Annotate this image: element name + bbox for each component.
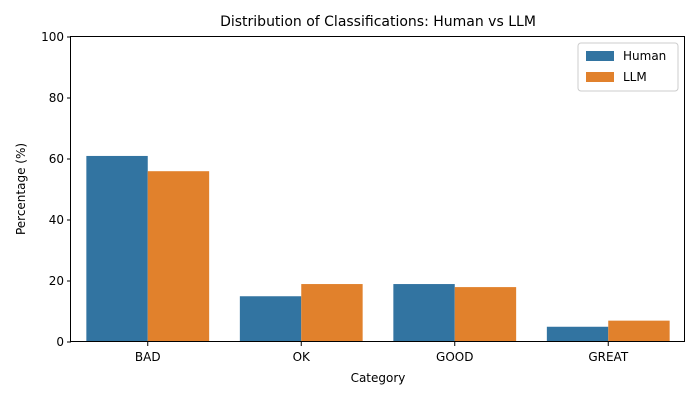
x-tick-label-bad: BAD — [135, 350, 161, 364]
bar-human-great — [546, 326, 609, 342]
chart-title: Distribution of Classifications: Human v… — [220, 14, 536, 30]
bar-llm-great — [608, 320, 670, 342]
x-tick-label-ok: OK — [293, 350, 311, 364]
y-tick-label: 80 — [49, 91, 64, 105]
x-axis: BAD OK GOOD GREAT — [135, 342, 629, 364]
y-tick-label: 60 — [49, 152, 64, 166]
x-tick-label-good: GOOD — [436, 350, 473, 364]
bar-llm-bad — [147, 171, 210, 342]
legend-swatch-llm — [586, 72, 614, 82]
bar-llm-good — [454, 287, 517, 342]
legend-label-human: Human — [623, 49, 666, 63]
y-tick-label: 40 — [49, 213, 64, 227]
bar-human-bad — [86, 155, 148, 342]
legend-label-llm: LLM — [623, 70, 647, 84]
y-axis-label: Percentage (%) — [14, 143, 28, 235]
y-tick-label: 100 — [41, 30, 64, 44]
plot-frame — [70, 36, 685, 342]
legend-swatch-human — [586, 51, 614, 61]
legend: Human LLM — [577, 42, 679, 92]
x-axis-label: Category — [351, 371, 406, 385]
bar-llm-ok — [301, 284, 363, 342]
x-tick-label-great: GREAT — [588, 350, 628, 364]
y-tick-label: 20 — [49, 274, 64, 288]
bar-human-ok — [239, 296, 302, 342]
y-axis: 0 20 40 60 80 100 — [41, 30, 71, 349]
y-tick-label: 0 — [56, 335, 64, 349]
bars-group — [86, 155, 670, 342]
bar-human-good — [393, 284, 455, 342]
